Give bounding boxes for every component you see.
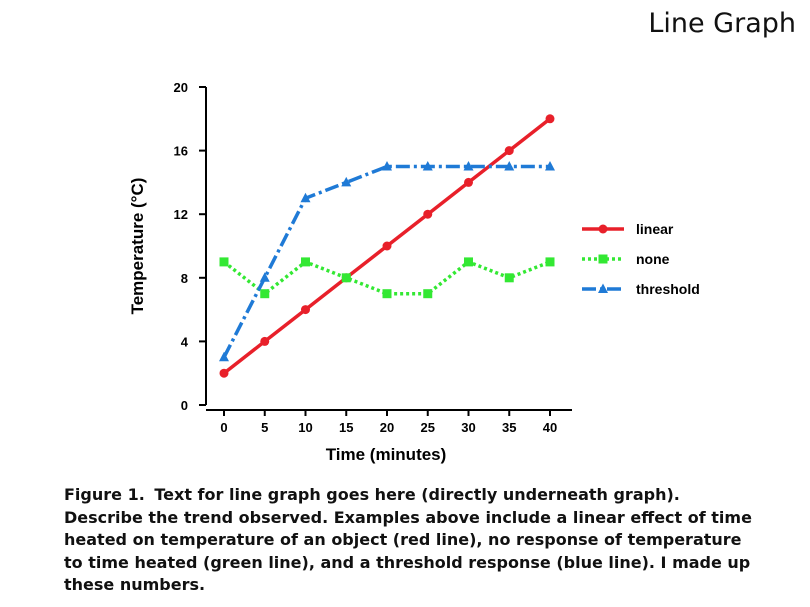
x-tick-label: 20 <box>380 420 394 435</box>
legend-label-none: none <box>636 251 670 267</box>
data-point-none <box>464 257 473 267</box>
data-point-linear <box>464 177 473 187</box>
data-point-linear <box>219 368 229 378</box>
legend-marker-linear <box>598 224 608 234</box>
data-point-linear <box>423 209 433 219</box>
data-point-threshold <box>422 161 433 171</box>
x-tick-label: 35 <box>502 420 516 435</box>
data-point-threshold <box>545 161 555 171</box>
data-point-none <box>504 273 514 283</box>
data-point-none <box>301 257 310 267</box>
figure-caption: Figure 1. Text for line graph goes here … <box>64 484 764 597</box>
data-point-linear <box>504 146 514 156</box>
data-point-none <box>341 273 351 283</box>
y-tick-label: 4 <box>181 334 189 349</box>
series-line-threshold <box>222 164 550 359</box>
x-tick-label: 5 <box>261 420 268 435</box>
series-linear <box>219 114 555 378</box>
legend-marker-none <box>598 254 608 264</box>
data-point-linear <box>301 305 310 315</box>
x-axis-title: Time (minutes) <box>326 445 447 464</box>
slide-title: Line Graph <box>648 8 796 39</box>
y-tick-label: 8 <box>181 271 188 286</box>
data-point-threshold <box>259 272 270 282</box>
data-point-threshold <box>219 351 229 362</box>
data-point-linear <box>260 336 270 346</box>
caption-label: Figure 1. <box>64 485 145 504</box>
legend-label-threshold: threshold <box>636 281 700 297</box>
x-tick-label: 15 <box>339 420 353 435</box>
y-tick-label: 20 <box>174 80 188 95</box>
chart-legend: linear none threshold <box>582 221 700 297</box>
y-tick-label: 16 <box>174 144 188 159</box>
data-point-none <box>423 289 433 299</box>
data-point-threshold <box>382 161 392 171</box>
line-chart: 0 4 8 12 16 20 0 5 10 15 20 25 30 35 40 linear none thre… <box>128 80 700 464</box>
legend-item-threshold: threshold <box>582 281 700 297</box>
x-tick-label: 0 <box>220 420 227 435</box>
y-tick-label: 12 <box>174 207 188 222</box>
data-point-threshold <box>341 176 352 187</box>
data-point-none <box>260 289 270 299</box>
data-point-threshold <box>300 192 311 203</box>
y-axis-title: Temperature (°C) <box>128 178 147 315</box>
caption-text: Text for line graph goes here (directly … <box>64 485 752 594</box>
data-point-none <box>382 289 392 299</box>
x-tick-label: 25 <box>421 420 435 435</box>
chart-axes: 0 4 8 12 16 20 0 5 10 15 20 25 30 35 40 <box>174 80 572 435</box>
legend-marker-threshold <box>598 283 608 293</box>
legend-label-linear: linear <box>636 221 674 237</box>
x-tick-label: 10 <box>298 420 312 435</box>
data-point-none <box>545 257 555 267</box>
series-none <box>219 257 555 299</box>
data-point-threshold <box>463 161 474 171</box>
data-point-none <box>219 257 229 267</box>
data-point-threshold <box>504 161 515 171</box>
legend-item-none: none <box>582 251 670 267</box>
series-line-none <box>222 259 551 296</box>
x-tick-label: 30 <box>461 420 475 435</box>
chart-series <box>219 114 555 378</box>
legend-item-linear: linear <box>582 221 674 237</box>
series-threshold <box>219 161 555 362</box>
y-tick-label: 0 <box>181 398 188 413</box>
x-tick-label: 40 <box>543 420 557 435</box>
data-point-linear <box>382 241 392 251</box>
data-point-linear <box>545 114 555 124</box>
